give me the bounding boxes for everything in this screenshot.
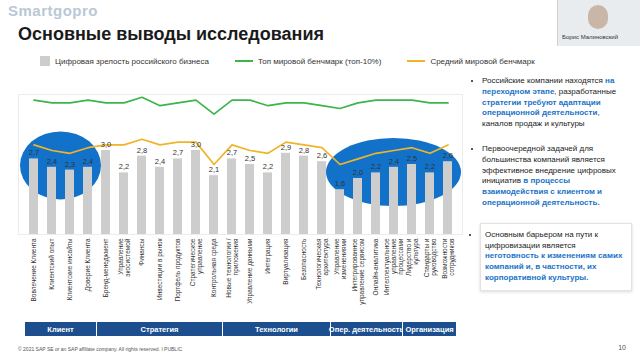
svg-text:2,2: 2,2: [263, 162, 273, 171]
svg-text:2,7: 2,7: [29, 148, 39, 157]
html-text:Средний мировой бенчмарк: Средний мировой бенчмарк: [430, 56, 535, 66]
html-text:Основным барьером на пути к ци: Основным барьером на пути к цифровизации…: [485, 229, 598, 250]
html-text:Топ мировой бенчмарк (топ-10%): Топ мировой бенчмарк (топ-10%): [257, 56, 382, 66]
svg-text:Интеллектуальноеуправлениепроц: Интеллектуальноеуправлениепроцессами: [383, 238, 405, 295]
svg-text:Интегрированноеуправление серв: Интегрированноеуправление сервисом: [351, 238, 366, 305]
svg-text:2,7: 2,7: [227, 148, 237, 157]
html-text:Российские компании находятся: Российские компании находятся на переход…: [482, 76, 617, 96]
html-text:Первоочередной задачей для бол: Первоочередной задачей для большинства к…: [482, 144, 616, 207]
svg-text:2,6: 2,6: [317, 151, 327, 160]
svg-text:2,2: 2,2: [425, 162, 435, 171]
svg-text:3,0: 3,0: [191, 140, 201, 149]
svg-text:2,5: 2,5: [245, 154, 255, 163]
svg-text:2,2: 2,2: [371, 162, 381, 171]
svg-text:2,4: 2,4: [389, 157, 399, 166]
svg-text:2,4: 2,4: [47, 157, 57, 166]
svg-text:Технологическаяархитектура: Технологическаяархитектура: [315, 238, 330, 290]
html-text:неготовность к изменениям сами: неготовность к изменениям самих компаний…: [485, 251, 623, 282]
svg-text:Клиент: Клиент: [47, 325, 74, 334]
html-text:стратегии требуют адаптации оп: стратегии требуют адаптации операционной…: [482, 97, 601, 129]
svg-text:2,6: 2,6: [443, 151, 453, 160]
svg-text:Организация: Организация: [405, 325, 453, 334]
svg-text:Стандарты ируководство: Стандарты ируководство: [423, 238, 438, 277]
html-text:Борис Малиновский: Борис Малиновский: [562, 34, 618, 40]
svg-text:Виртуализация: Виртуализация: [282, 238, 290, 285]
svg-text:2,3: 2,3: [65, 160, 75, 169]
svg-text:2,0: 2,0: [353, 168, 363, 177]
svg-text:2,9: 2,9: [281, 143, 291, 152]
svg-text:Лидерство икультура: Лидерство икультура: [405, 238, 420, 276]
svg-text:Интеграция: Интеграция: [264, 238, 272, 274]
svg-text:Онлайн-аналитика: Онлайн-аналитика: [372, 238, 379, 295]
svg-text:Контрольная среда: Контрольная среда: [210, 238, 218, 297]
svg-text:Возможностисотрудников: Возможностисотрудников: [441, 238, 456, 279]
svg-text:Вовлечение Клиента: Вовлечение Клиента: [30, 238, 37, 301]
svg-text:Стратегическоеуправление: Стратегическоеуправление: [189, 238, 204, 286]
svg-text:2,5: 2,5: [407, 154, 417, 163]
svg-text:Управлениеизменениями: Управлениеизменениями: [333, 238, 347, 279]
svg-text:Инвестиции в рынок: Инвестиции в рынок: [156, 238, 164, 300]
svg-text:Управлениеэкосистемой: Управлениеэкосистемой: [117, 238, 131, 277]
svg-text:2,1: 2,1: [209, 165, 219, 174]
svg-text:Финансы: Финансы: [138, 238, 145, 266]
html-text:Цифровая зрелость российского: Цифровая зрелость российского бизнеса: [55, 56, 209, 66]
html-text:Основные выводы исследования: Основные выводы исследования: [18, 24, 324, 44]
svg-text:Доверие Клиента: Доверие Клиента: [84, 238, 92, 291]
html-text:Smartgopro: Smartgopro: [8, 2, 98, 19]
svg-text:2,4: 2,4: [155, 157, 165, 166]
svg-text:2,4: 2,4: [83, 157, 93, 166]
svg-text:Бренд-менеджмент: Бренд-менеджмент: [102, 238, 110, 297]
svg-text:Портфель продуктов: Портфель продуктов: [174, 238, 182, 302]
svg-text:Новые технологии /приложения: Новые технологии /приложения: [225, 238, 240, 298]
svg-text:Безопасность: Безопасность: [300, 238, 307, 280]
svg-text:1,6: 1,6: [335, 179, 345, 188]
svg-text:2,8: 2,8: [299, 146, 309, 155]
svg-text:2,7: 2,7: [173, 148, 183, 157]
svg-text:3,0: 3,0: [101, 140, 111, 149]
svg-text:Клиентские инсайты: Клиентские инсайты: [66, 238, 73, 300]
svg-text:2,2: 2,2: [119, 162, 129, 171]
svg-text:Управление данными: Управление данными: [246, 238, 254, 304]
svg-text:Стратегия: Стратегия: [141, 325, 179, 334]
html-text:10: 10: [618, 344, 626, 351]
html-text:© 2021 SAP SE or an SAP affili: © 2021 SAP SE or an SAP affiliate compan…: [18, 346, 183, 352]
svg-text:Технологии: Технологии: [255, 325, 298, 334]
svg-text:Опер. деятельность: Опер. деятельность: [329, 325, 405, 334]
svg-text:Клиентский опыт: Клиентский опыт: [48, 238, 55, 289]
svg-text:2,8: 2,8: [137, 146, 147, 155]
